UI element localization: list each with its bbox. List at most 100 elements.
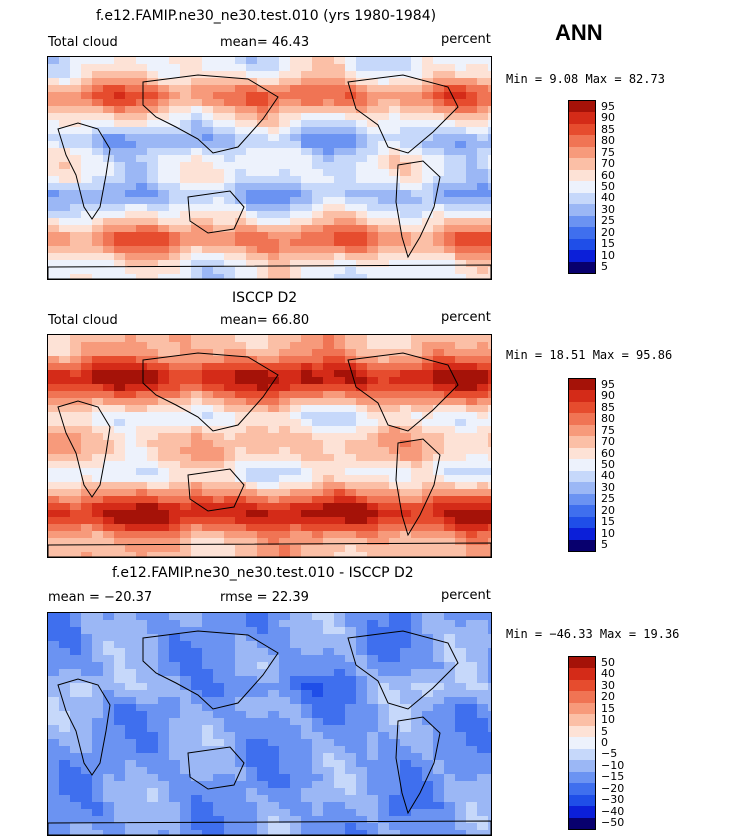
field-cell	[147, 274, 159, 279]
field-cell	[202, 260, 214, 268]
field-cell	[444, 391, 456, 399]
field-cell	[268, 106, 280, 114]
field-cell	[345, 627, 357, 635]
field-cell	[378, 426, 390, 434]
field-cell	[213, 274, 225, 279]
field-cell	[433, 524, 445, 532]
field-cell	[444, 267, 456, 275]
field-cell	[312, 57, 324, 65]
field-cell	[48, 106, 60, 114]
coastline	[142, 630, 279, 710]
field-cell	[268, 120, 280, 128]
panel-3-minmax: Min = −46.33 Max = 19.36	[506, 627, 680, 641]
field-cell	[59, 363, 71, 371]
field-cell	[323, 370, 335, 378]
field-cell	[279, 634, 291, 642]
field-cell	[301, 809, 313, 817]
field-cell	[345, 426, 357, 434]
field-cell	[411, 718, 423, 726]
field-cell	[466, 788, 478, 796]
field-cell	[125, 802, 137, 810]
field-cell	[114, 746, 126, 754]
field-cell	[202, 370, 214, 378]
field-cell	[411, 690, 423, 698]
field-cell	[257, 253, 269, 261]
field-cell	[92, 767, 104, 775]
field-cell	[455, 225, 467, 233]
field-cell	[367, 620, 379, 628]
field-cell	[356, 71, 368, 79]
field-cell	[59, 662, 71, 670]
field-cell	[301, 475, 313, 483]
field-cell	[125, 760, 137, 768]
field-cell	[246, 830, 258, 835]
field-cell	[59, 634, 71, 642]
field-cell	[433, 218, 445, 226]
field-cell	[158, 232, 170, 240]
field-cell	[356, 454, 368, 462]
field-cell	[268, 524, 280, 532]
field-cell	[202, 211, 214, 219]
field-cell	[125, 64, 137, 72]
field-cell	[411, 613, 423, 621]
field-cell	[334, 419, 346, 427]
field-cell	[92, 440, 104, 448]
field-cell	[103, 781, 115, 789]
field-cell	[323, 767, 335, 775]
field-cell	[422, 176, 434, 184]
field-cell	[202, 809, 214, 817]
field-cell	[345, 753, 357, 761]
field-cell	[158, 788, 170, 796]
field-cell	[466, 99, 478, 107]
field-cell	[422, 510, 434, 518]
field-cell	[389, 92, 401, 100]
field-cell	[323, 697, 335, 705]
field-cell	[422, 468, 434, 476]
field-cell	[103, 134, 115, 142]
field-cell	[488, 809, 491, 817]
field-cell	[411, 781, 423, 789]
field-cell	[433, 475, 445, 483]
field-cell	[114, 225, 126, 233]
field-cell	[312, 99, 324, 107]
field-cell	[444, 482, 456, 490]
field-cell	[92, 370, 104, 378]
field-cell	[147, 349, 159, 357]
field-cell	[180, 662, 192, 670]
field-cell	[224, 503, 236, 511]
field-cell	[334, 552, 346, 557]
field-cell	[312, 267, 324, 275]
field-cell	[268, 739, 280, 747]
field-cell	[378, 718, 390, 726]
field-cell	[422, 363, 434, 371]
field-cell	[213, 461, 225, 469]
field-cell	[433, 781, 445, 789]
field-cell	[466, 253, 478, 261]
field-cell	[433, 683, 445, 691]
field-cell	[389, 162, 401, 170]
field-cell	[59, 78, 71, 86]
field-cell	[268, 517, 280, 525]
field-cell	[103, 809, 115, 817]
field-cell	[301, 746, 313, 754]
field-cell	[81, 225, 93, 233]
field-cell	[411, 391, 423, 399]
field-cell	[92, 468, 104, 476]
field-cell	[400, 489, 412, 497]
field-cell	[345, 545, 357, 553]
field-cell	[158, 739, 170, 747]
field-cell	[70, 440, 82, 448]
field-cell	[312, 148, 324, 156]
field-cell	[488, 120, 491, 128]
field-cell	[378, 524, 390, 532]
field-cell	[191, 669, 203, 677]
field-cell	[290, 211, 302, 219]
field-cell	[433, 613, 445, 621]
field-cell	[389, 697, 401, 705]
field-cell	[444, 802, 456, 810]
field-cell	[246, 697, 258, 705]
field-cell	[125, 92, 137, 100]
field-cell	[345, 524, 357, 532]
field-cell	[345, 454, 357, 462]
field-cell	[268, 697, 280, 705]
